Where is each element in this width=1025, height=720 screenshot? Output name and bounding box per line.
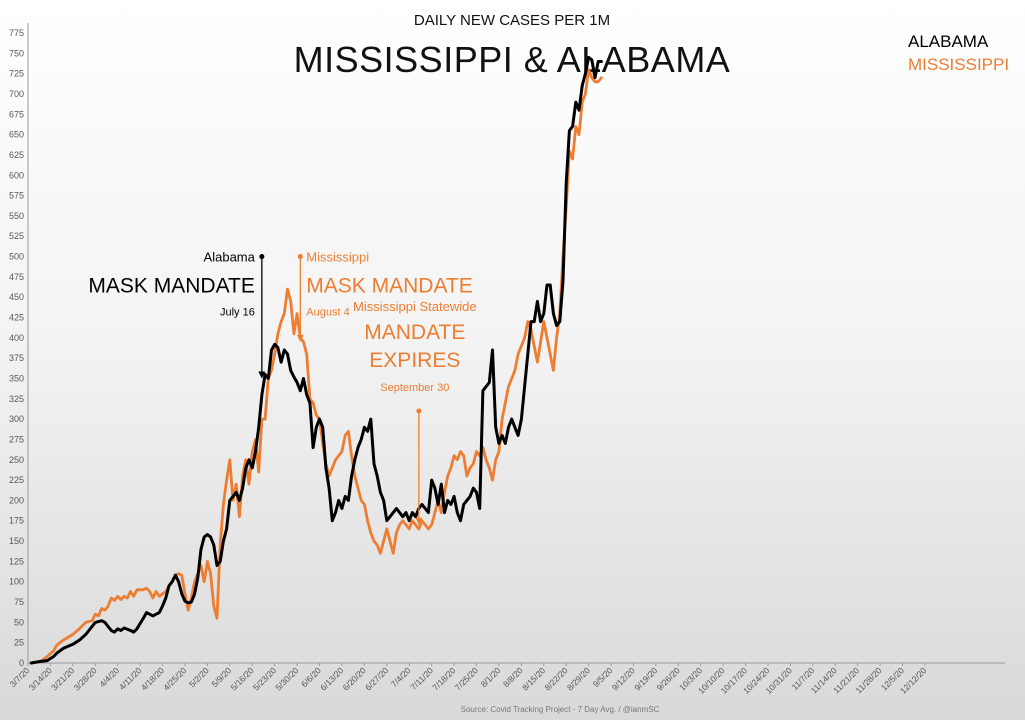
x-tick-label: 5/2/20 bbox=[187, 665, 211, 689]
axes bbox=[27, 23, 1005, 664]
y-tick-label: 100 bbox=[9, 577, 24, 587]
x-tick-label: 5/30/20 bbox=[273, 665, 300, 692]
x-tick-label: 3/28/20 bbox=[72, 665, 99, 692]
x-tick-label: 8/15/20 bbox=[520, 665, 547, 692]
x-tick-label: 4/25/20 bbox=[161, 665, 188, 692]
y-tick-label: 350 bbox=[9, 373, 24, 383]
x-tick-label: 8/1/20 bbox=[479, 665, 503, 689]
y-tick-label: 700 bbox=[9, 89, 24, 99]
y-tick-label: 525 bbox=[9, 231, 24, 241]
mississippi-mandate-date: August 4 bbox=[306, 307, 349, 319]
y-tick-label: 300 bbox=[9, 414, 24, 424]
x-tick-label: 6/27/20 bbox=[363, 665, 390, 692]
series-lines bbox=[29, 55, 603, 665]
x-tick-label: 8/29/20 bbox=[565, 665, 592, 692]
x-tick-label: 9/19/20 bbox=[632, 665, 659, 692]
annotations: Alabama MASK MANDATE July 16 Mississippi MAS… bbox=[88, 250, 477, 525]
y-tick-label: 550 bbox=[9, 211, 24, 221]
y-tick-label: 725 bbox=[9, 69, 24, 79]
x-tick-label: 8/22/20 bbox=[542, 665, 569, 692]
y-tick-label: 450 bbox=[9, 292, 24, 302]
y-tick-label: 250 bbox=[9, 455, 24, 465]
y-tick-label: 275 bbox=[9, 434, 24, 444]
x-axis-ticks: 3/7/203/14/203/21/203/28/204/4/204/11/20… bbox=[8, 663, 929, 696]
x-tick-label: 7/11/20 bbox=[408, 665, 435, 692]
alabama-mandate-state: Alabama bbox=[204, 250, 256, 265]
x-tick-label: 4/18/20 bbox=[139, 665, 166, 692]
chart-title: MISSISSIPPI & ALABAMA bbox=[294, 39, 731, 80]
y-tick-label: 125 bbox=[9, 556, 24, 566]
mississippi-expires-state: Mississippi Statewide bbox=[353, 299, 477, 314]
mississippi-expires-title: MANDATE bbox=[364, 321, 465, 344]
mississippi-mandate-arrowhead bbox=[296, 334, 304, 342]
y-tick-label: 200 bbox=[9, 495, 24, 505]
y-tick-label: 425 bbox=[9, 313, 24, 323]
series-label-mississippi: MISSISSIPPI bbox=[908, 55, 1009, 74]
series-label-alabama: ALABAMA bbox=[908, 32, 989, 51]
x-tick-label: 9/26/20 bbox=[655, 665, 682, 692]
y-tick-label: 750 bbox=[9, 48, 24, 58]
alabama-mandate-date: July 16 bbox=[220, 307, 255, 319]
alabama-mandate-arrowhead bbox=[258, 371, 266, 379]
source-note: Source: Covid Tracking Project - 7 Day A… bbox=[461, 705, 660, 714]
mississippi-expires-date: September 30 bbox=[380, 382, 449, 394]
y-tick-label: 175 bbox=[9, 516, 24, 526]
y-tick-label: 775 bbox=[9, 28, 24, 38]
x-tick-label: 3/21/20 bbox=[49, 665, 76, 692]
y-tick-label: 475 bbox=[9, 272, 24, 282]
series-line-mississippi bbox=[29, 68, 603, 665]
y-tick-label: 25 bbox=[14, 638, 24, 648]
y-tick-label: 625 bbox=[9, 150, 24, 160]
x-tick-label: 4/11/20 bbox=[117, 665, 144, 692]
y-tick-label: 500 bbox=[9, 252, 24, 262]
chart-subtitle: DAILY NEW CASES PER 1M bbox=[414, 12, 610, 29]
x-tick-label: 5/23/20 bbox=[251, 665, 278, 692]
x-tick-label: 9/12/20 bbox=[610, 665, 637, 692]
y-tick-label: 375 bbox=[9, 353, 24, 363]
y-tick-label: 150 bbox=[9, 536, 24, 546]
mississippi-expires-title-2: EXPIRES bbox=[369, 349, 460, 372]
y-tick-label: 225 bbox=[9, 475, 24, 485]
x-tick-label: 3/14/20 bbox=[27, 665, 54, 692]
x-tick-label: 5/16/20 bbox=[229, 665, 256, 692]
y-tick-label: 75 bbox=[14, 597, 24, 607]
y-tick-label: 400 bbox=[9, 333, 24, 343]
y-tick-label: 575 bbox=[9, 191, 24, 201]
y-tick-label: 325 bbox=[9, 394, 24, 404]
y-tick-label: 600 bbox=[9, 170, 24, 180]
y-axis-ticks: 0 25 50 75 100 125 150 175 200 225 250 275 300 325 350… bbox=[9, 28, 24, 668]
mississippi-expires-arrowhead bbox=[415, 517, 423, 525]
y-tick-label: 675 bbox=[9, 109, 24, 119]
y-tick-label: 650 bbox=[9, 130, 24, 140]
mississippi-mandate-title: MASK MANDATE bbox=[306, 275, 472, 298]
x-tick-label: 6/13/20 bbox=[318, 665, 345, 692]
y-tick-label: 50 bbox=[14, 617, 24, 627]
x-tick-label: 7/18/20 bbox=[430, 665, 457, 692]
series-line-alabama bbox=[29, 55, 603, 665]
mississippi-mandate-state: Mississippi bbox=[306, 250, 369, 265]
y-tick-label: 0 bbox=[19, 658, 24, 668]
alabama-mandate-title: MASK MANDATE bbox=[88, 275, 254, 298]
x-tick-label: 6/20/20 bbox=[341, 665, 368, 692]
x-tick-label: 7/25/20 bbox=[453, 665, 480, 692]
